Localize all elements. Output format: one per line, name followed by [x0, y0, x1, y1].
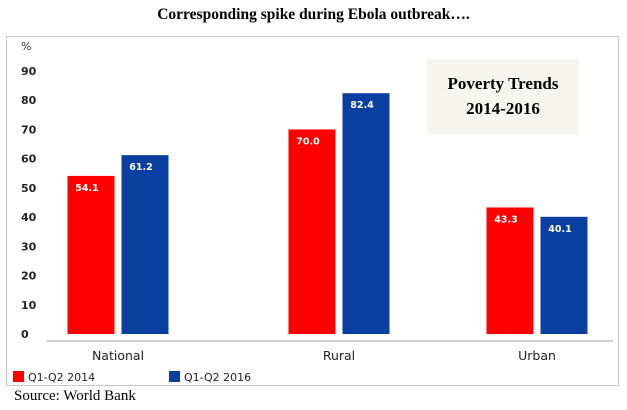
bar-value-label: 70.0 — [296, 136, 320, 147]
bar-rural-2016 — [342, 93, 390, 334]
y-tick-label: 70 — [21, 123, 37, 136]
bar-value-label: 61.2 — [129, 162, 152, 173]
bar-national-2016 — [121, 155, 169, 334]
y-tick-label: 60 — [21, 153, 37, 166]
legend-swatch-2014 — [13, 371, 24, 382]
bar-value-label: 54.1 — [75, 183, 98, 194]
legend-label: Q1-Q2 2016 — [184, 371, 251, 384]
bar-value-label: 43.3 — [494, 214, 517, 225]
legend-label: Q1-Q2 2014 — [28, 371, 95, 384]
legend-swatch-2016 — [169, 371, 180, 382]
source-note: Source: World Bank — [14, 388, 136, 404]
inset-title-line2: 2014-2016 — [466, 99, 540, 118]
bar-rural-2014 — [288, 129, 336, 334]
bar-urban-2014 — [486, 207, 534, 334]
chart-title: Corresponding spike during Ebola outbrea… — [157, 6, 470, 23]
bar-value-label: 40.1 — [548, 224, 571, 235]
y-tick-label: 30 — [21, 240, 37, 253]
x-category-label: Rural — [323, 348, 355, 363]
y-tick-label: 20 — [21, 270, 37, 283]
inset-title-line1: Poverty Trends — [448, 74, 559, 93]
bar-national-2014 — [67, 175, 115, 334]
y-axis-unit-label: % — [21, 40, 31, 53]
y-tick-label: 50 — [21, 182, 37, 195]
y-tick-label: 10 — [21, 299, 37, 312]
bar-chart: Poverty Trends 2014-2016 % 0 10 20 30 40 50 60… — [13, 40, 613, 384]
x-category-label: Urban — [518, 348, 556, 363]
y-tick-label: 40 — [21, 211, 37, 224]
y-tick-label: 0 — [21, 328, 29, 341]
inset-box — [427, 59, 579, 135]
y-tick-label: 80 — [21, 94, 37, 107]
chart-panel: Poverty Trends 2014-2016 % 0 10 20 30 40 50 60… — [6, 36, 619, 386]
bar-urban-2016 — [540, 216, 588, 334]
bar-value-label: 82.4 — [350, 100, 374, 111]
y-tick-label: 90 — [21, 65, 37, 78]
x-category-label: National — [92, 348, 144, 363]
